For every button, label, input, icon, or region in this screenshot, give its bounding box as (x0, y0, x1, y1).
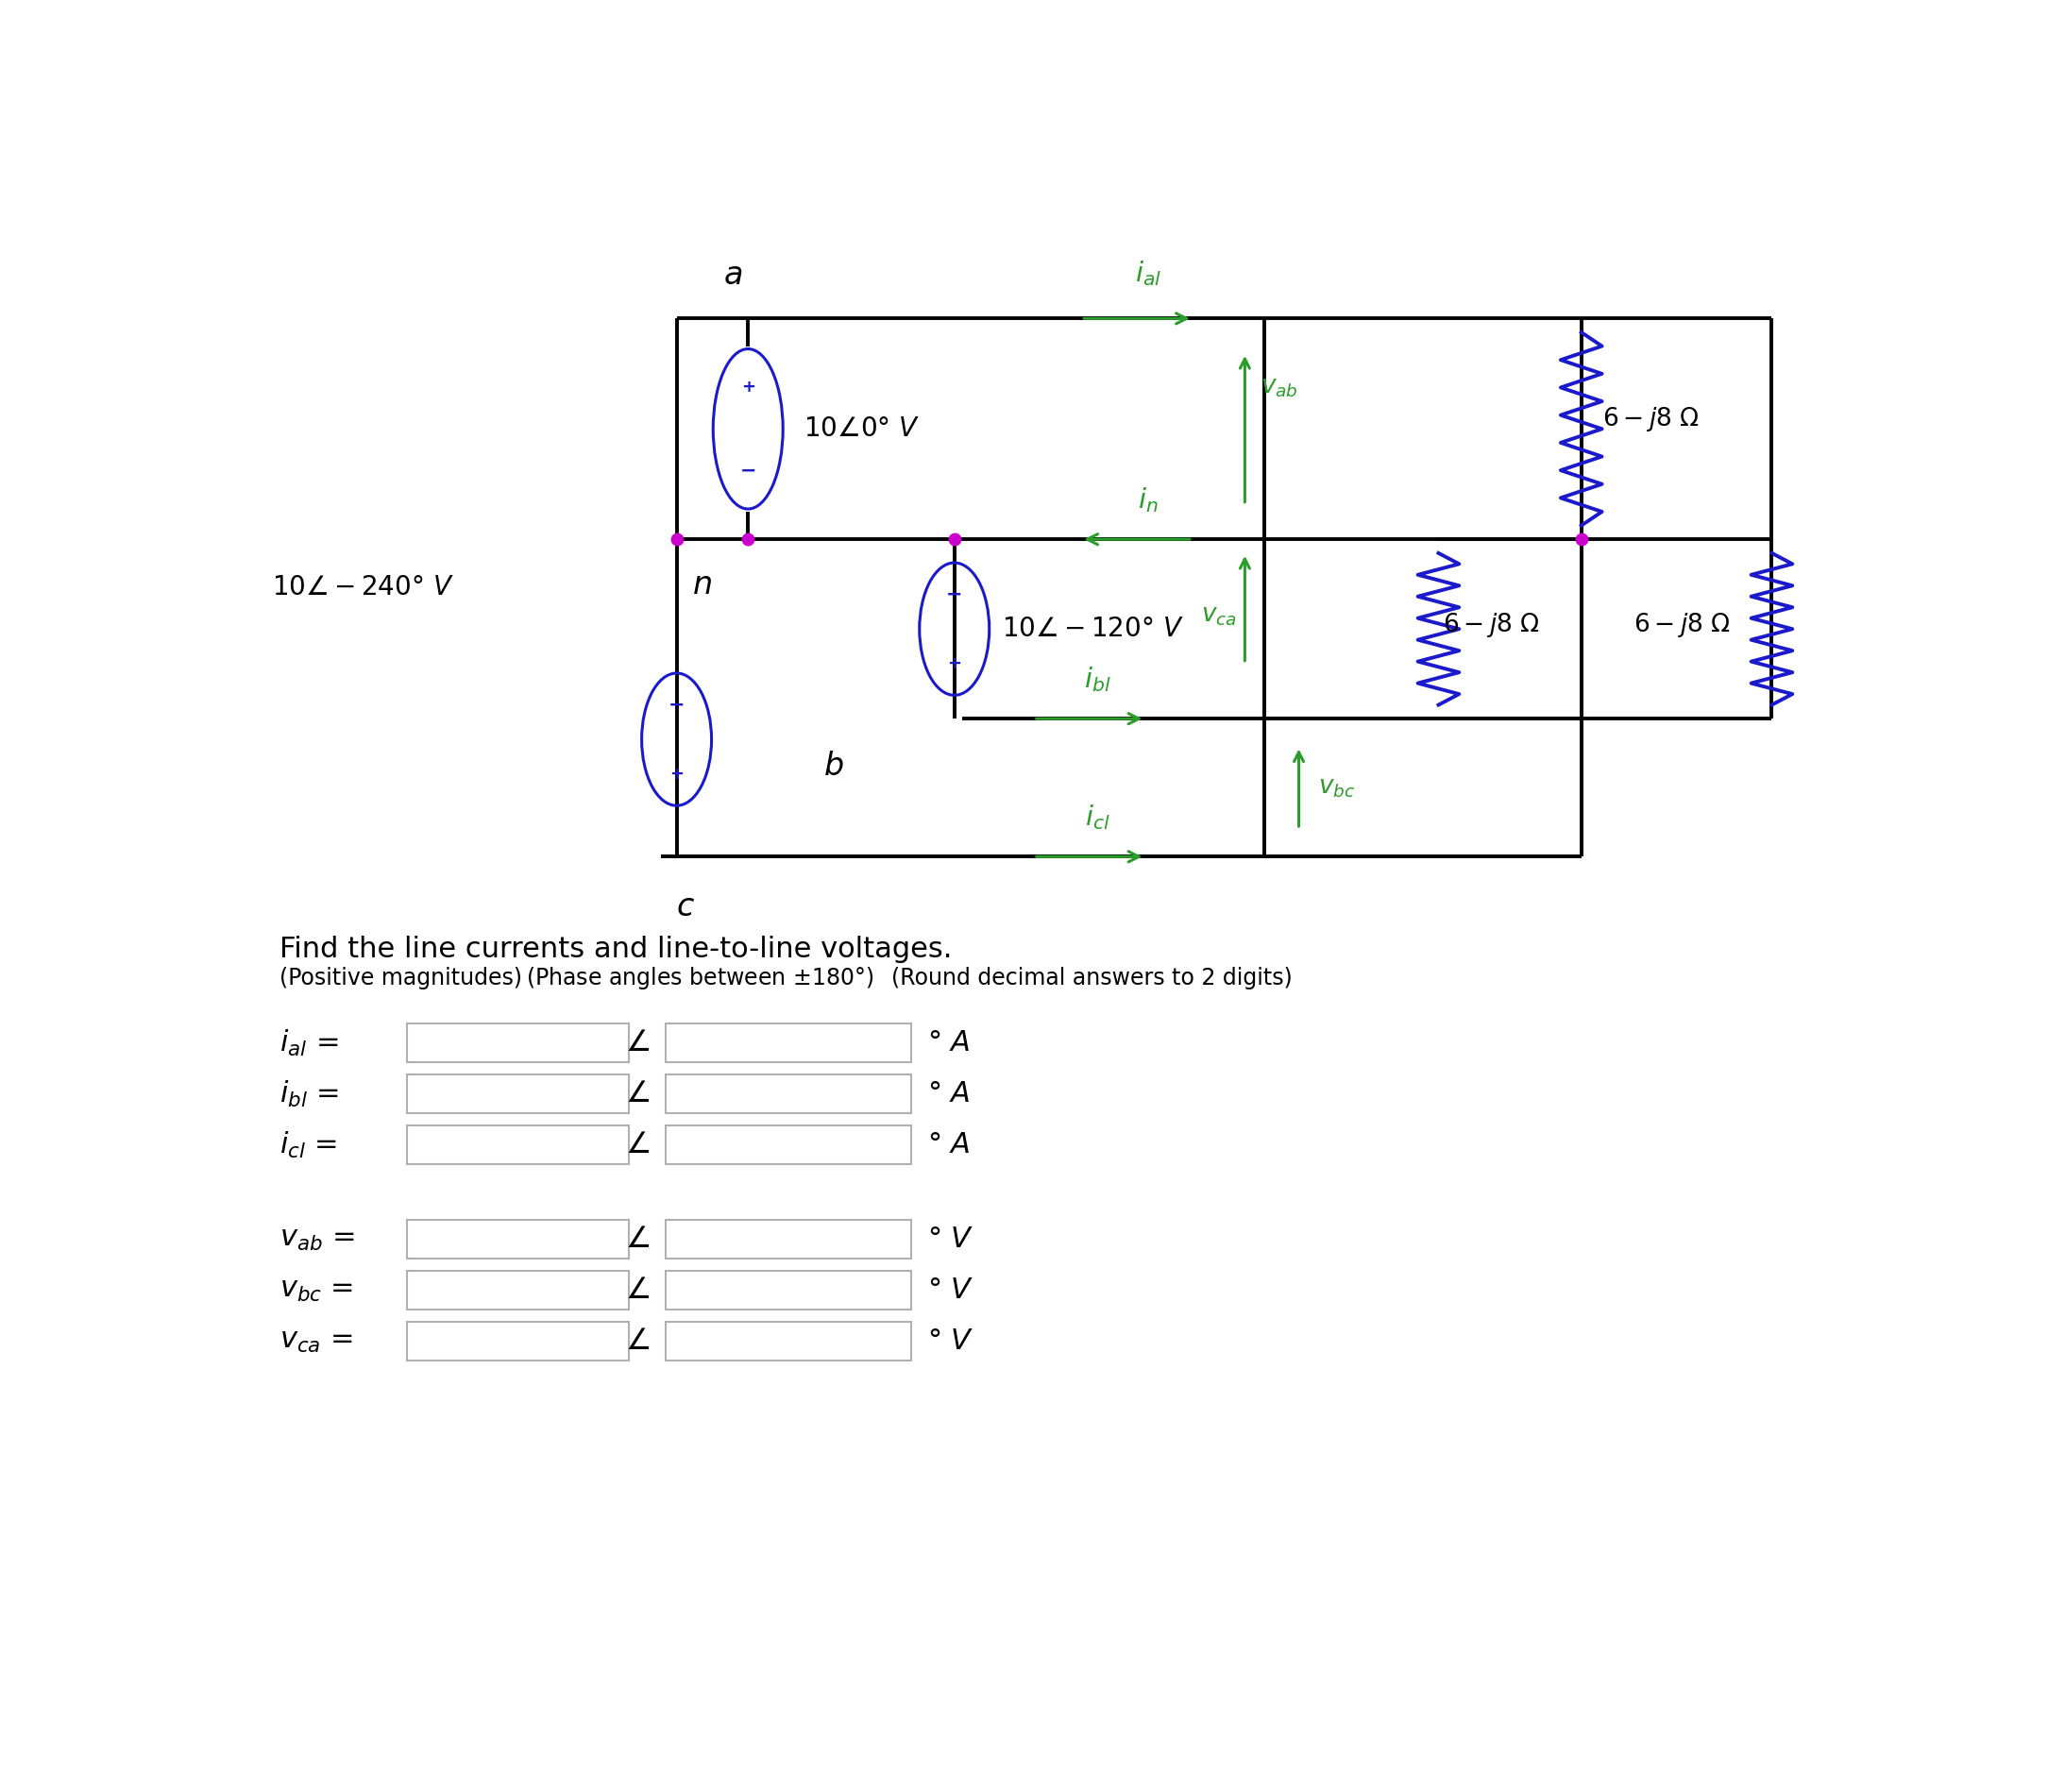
Text: $\angle$: $\angle$ (625, 1226, 649, 1253)
Text: (Phase angles between $\pm180°$): (Phase angles between $\pm180°$) (526, 964, 872, 991)
Text: a: a (725, 260, 743, 290)
Text: $i_n$: $i_n$ (1139, 486, 1159, 514)
Text: $i_{cl}$: $i_{cl}$ (1085, 803, 1110, 831)
Text: $v_{bc}$ =: $v_{bc}$ = (281, 1276, 354, 1303)
Text: $i_{cl}$ =: $i_{cl}$ = (281, 1131, 338, 1159)
Text: $\angle$: $\angle$ (625, 1276, 649, 1303)
Text: $10\angle 0°\ V$: $10\angle 0°\ V$ (803, 416, 920, 443)
Text: n: n (692, 570, 713, 600)
Text: −: − (946, 586, 963, 604)
Text: $i_{al}$: $i_{al}$ (1135, 260, 1161, 289)
Text: b: b (823, 751, 844, 781)
Text: $6-j8\ \Omega$: $6-j8\ \Omega$ (1602, 405, 1700, 434)
Text: $6-j8\ \Omega$: $6-j8\ \Omega$ (1444, 611, 1540, 640)
Text: ° $V$: ° $V$ (928, 1328, 975, 1355)
Text: $i_{al}$ =: $i_{al}$ = (281, 1029, 338, 1057)
Text: +: + (741, 378, 756, 396)
Text: $10\angle -240°\ V$: $10\angle -240°\ V$ (272, 575, 455, 600)
Text: ° $A$: ° $A$ (928, 1029, 971, 1057)
Text: Find the line currents and line-to-line voltages.: Find the line currents and line-to-line … (281, 935, 952, 962)
Text: $v_{ca}$ =: $v_{ca}$ = (281, 1328, 352, 1355)
Text: $v_{bc}$: $v_{bc}$ (1317, 776, 1356, 799)
Text: c: c (676, 891, 694, 923)
Text: $i_{bl}$ =: $i_{bl}$ = (281, 1079, 340, 1109)
Text: $\angle$: $\angle$ (625, 1328, 649, 1355)
Text: $v_{ab}$: $v_{ab}$ (1262, 375, 1298, 400)
Text: $v_{ca}$: $v_{ca}$ (1200, 602, 1237, 627)
Text: −: − (739, 461, 756, 480)
Text: $i_{bl}$: $i_{bl}$ (1083, 665, 1110, 694)
Text: ° $V$: ° $V$ (928, 1276, 975, 1303)
Text: −: − (668, 695, 684, 715)
Text: (Positive magnitudes): (Positive magnitudes) (281, 966, 522, 989)
Text: (Round decimal answers to 2 digits): (Round decimal answers to 2 digits) (891, 966, 1292, 989)
Text: $6-j8\ \Omega$: $6-j8\ \Omega$ (1634, 611, 1731, 640)
Text: $10\angle -120°\ V$: $10\angle -120°\ V$ (1001, 616, 1184, 642)
Text: +: + (948, 654, 961, 672)
Text: ° $V$: ° $V$ (928, 1226, 975, 1253)
Text: ° $A$: ° $A$ (928, 1131, 971, 1159)
Text: $\angle$: $\angle$ (625, 1029, 649, 1057)
Text: $v_{ab}$ =: $v_{ab}$ = (281, 1226, 354, 1253)
Text: $\angle$: $\angle$ (625, 1081, 649, 1107)
Text: ° $A$: ° $A$ (928, 1081, 971, 1107)
Text: +: + (670, 765, 684, 783)
Text: $\angle$: $\angle$ (625, 1131, 649, 1159)
